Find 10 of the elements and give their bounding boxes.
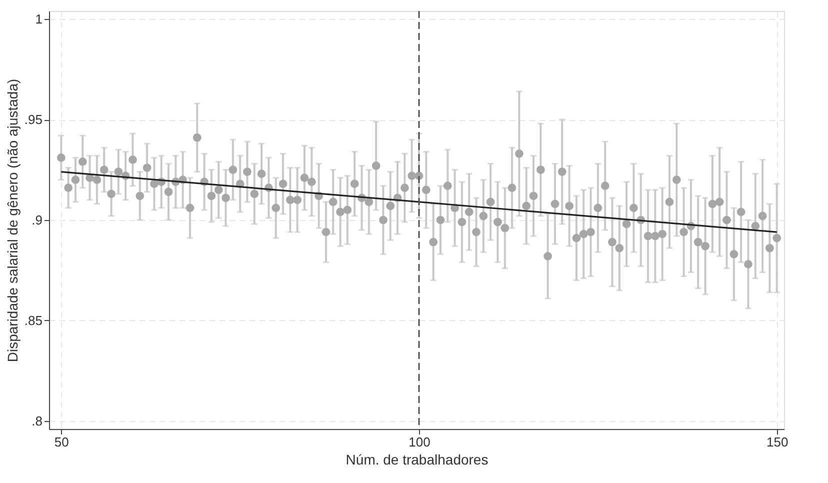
y-tick-label: .9 — [32, 212, 42, 228]
y-tick-label: .8 — [32, 413, 42, 428]
y-tick-label: .85 — [24, 312, 42, 328]
x-tick-label: 50 — [54, 434, 69, 450]
y-axis-title: Disparidade salarial de gênero (não ajustada) — [4, 78, 20, 362]
x-tick-label: 150 — [766, 434, 788, 450]
y-tick-label: 1 — [35, 12, 42, 27]
x-tick-label: 100 — [408, 434, 430, 450]
x-axis-title: Núm. de trabalhadores — [346, 452, 488, 468]
y-tick-label: .95 — [24, 112, 42, 128]
